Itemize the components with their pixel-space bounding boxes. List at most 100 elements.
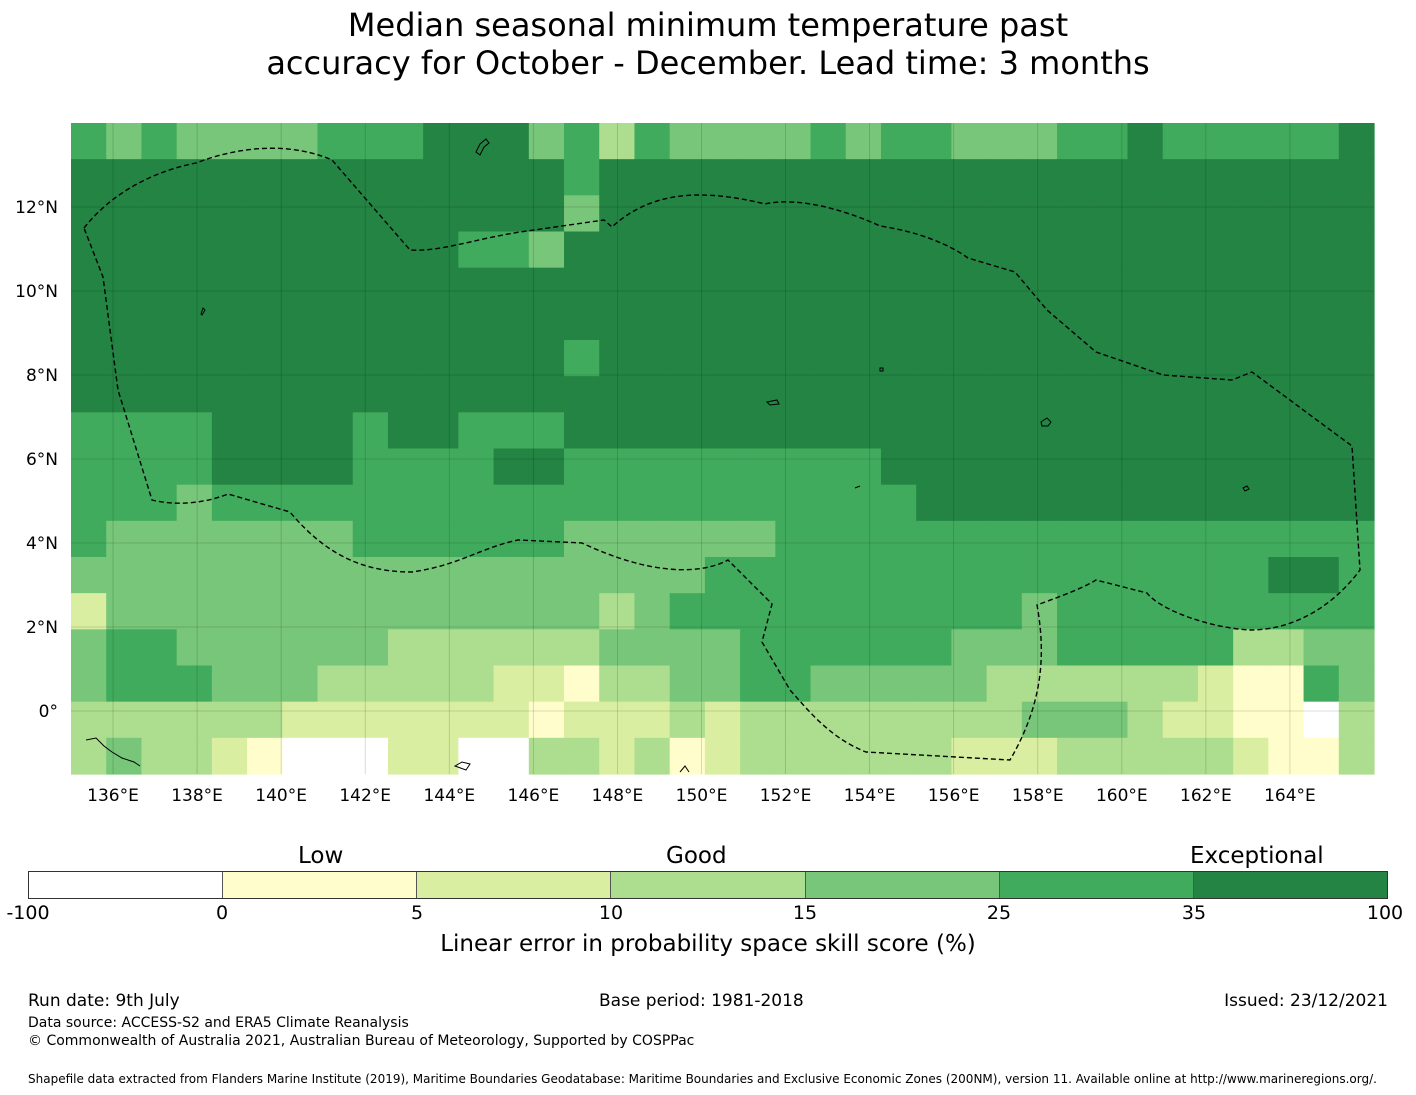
map-cell	[493, 231, 530, 269]
map-cell	[1021, 557, 1058, 594]
map-cell	[916, 376, 953, 413]
map-cell	[916, 267, 953, 305]
map-cell	[880, 195, 917, 233]
map-cell	[880, 557, 917, 594]
map-cell	[1127, 701, 1164, 739]
map-cell	[71, 376, 107, 413]
map-cell	[317, 557, 354, 594]
map-cell	[1338, 231, 1375, 269]
map-cell	[141, 231, 178, 269]
map-cell	[282, 484, 319, 522]
map-cell	[1303, 448, 1340, 486]
map-cell	[564, 267, 600, 305]
lon-label: 150°E	[676, 786, 728, 806]
map-cell	[669, 195, 706, 233]
map-cell	[106, 159, 143, 196]
map-cell	[1303, 376, 1340, 413]
map-cell	[1057, 376, 1093, 413]
map-cell	[1092, 159, 1129, 196]
map-cell	[247, 195, 283, 233]
colorbar-category-exceptional: Exceptional	[1190, 843, 1324, 869]
map-cell	[951, 303, 988, 341]
map-cell	[1092, 448, 1129, 486]
map-cell	[810, 629, 847, 667]
map-cell	[634, 267, 671, 305]
map-cell	[317, 195, 354, 233]
map-cell	[211, 340, 248, 377]
map-cell	[916, 412, 953, 450]
map-cell	[1268, 195, 1305, 233]
map-cell	[1233, 520, 1269, 558]
skill-score-map: 136°E 138°E 140°E 142°E 144°E 146°E 148°E 150°E…	[15, 123, 1375, 806]
map-cell	[810, 231, 847, 269]
map-cell	[1127, 557, 1164, 594]
map-cell	[775, 557, 812, 594]
map-cell	[810, 484, 847, 522]
map-cell	[951, 629, 988, 667]
map-cell	[1303, 231, 1340, 269]
map-cell	[986, 557, 1023, 594]
map-cell	[1127, 412, 1164, 450]
map-cell	[247, 231, 283, 269]
map-cell	[458, 557, 495, 594]
map-cell	[1338, 665, 1375, 703]
map-cell	[141, 159, 178, 196]
map-cell	[1057, 557, 1093, 594]
map-cell	[564, 195, 600, 233]
map-cell	[1303, 593, 1340, 630]
map-cell	[669, 520, 706, 558]
map-cell	[564, 484, 600, 522]
map-cell	[141, 267, 178, 305]
map-cell	[1233, 376, 1269, 413]
map-cell	[986, 376, 1023, 413]
shapefile-credit: Shapefile data extracted from Flanders M…	[28, 1072, 1377, 1086]
colorbar-tick-35: 35	[1181, 902, 1207, 924]
map-cell	[810, 340, 847, 377]
map-cell	[282, 629, 319, 667]
map-cell	[845, 737, 882, 775]
map-cell	[352, 629, 389, 667]
map-cell	[1092, 340, 1129, 377]
map-cell	[1021, 484, 1058, 522]
map-cell	[106, 520, 143, 558]
lon-label: 154°E	[844, 786, 896, 806]
map-cell	[1233, 412, 1269, 450]
map-cell	[564, 159, 600, 196]
map-cell	[1092, 557, 1129, 594]
map-cell	[740, 701, 776, 739]
map-cell	[669, 159, 706, 196]
lat-label: 0°	[39, 702, 58, 722]
map-cell	[880, 340, 917, 377]
map-cell	[1162, 195, 1199, 233]
map-cell	[1233, 123, 1269, 160]
map-cell	[1162, 267, 1199, 305]
map-cell	[387, 665, 424, 703]
map-cell	[176, 340, 213, 377]
map-cell	[1303, 195, 1340, 233]
map-cell	[669, 629, 706, 667]
map-cell	[740, 557, 776, 594]
map-cell	[1268, 448, 1305, 486]
map-cell	[282, 123, 319, 160]
map-cell	[282, 448, 319, 486]
map-cell	[704, 557, 741, 594]
map-cell	[387, 195, 424, 233]
map-cell	[1233, 737, 1269, 775]
map-cell	[1092, 593, 1129, 630]
map-cell	[669, 484, 706, 522]
map-cell	[387, 412, 424, 450]
map-cell	[317, 665, 354, 703]
map-cell	[423, 665, 459, 703]
map-cell	[176, 484, 213, 522]
map-cell	[141, 593, 178, 630]
map-cell	[352, 593, 389, 630]
map-cell	[458, 520, 495, 558]
lon-label: 152°E	[760, 786, 812, 806]
map-cell	[564, 665, 600, 703]
map-cell	[1233, 159, 1269, 196]
map-cell	[352, 665, 389, 703]
lat-label: 12°N	[15, 198, 58, 218]
map-cell	[669, 448, 706, 486]
map-cell	[458, 593, 495, 630]
map-cell	[106, 267, 143, 305]
